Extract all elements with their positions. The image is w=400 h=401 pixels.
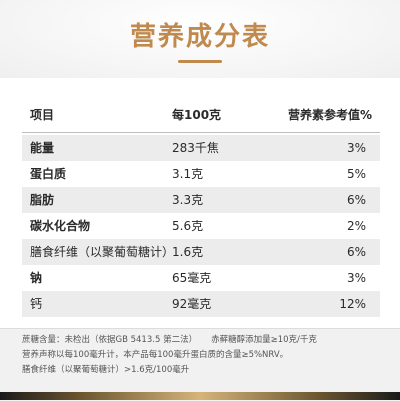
nutrient-nrv: 3% bbox=[346, 141, 366, 155]
header-banner: 营养成分表 bbox=[0, 0, 400, 78]
nutrient-name: 碳水化合物 bbox=[30, 219, 91, 233]
table-row: 蛋白质 3.1克 5% bbox=[22, 161, 380, 187]
nutrient-nrv: 5% bbox=[346, 167, 366, 181]
table-row: 能量 283千焦 3% bbox=[22, 135, 380, 161]
title-underline bbox=[178, 60, 222, 63]
header-divider bbox=[22, 132, 380, 133]
nutrient-nrv: 6% bbox=[346, 193, 366, 207]
header-nrv: 营养素参考值% bbox=[287, 108, 372, 122]
nutrient-amount: 3.3克 bbox=[172, 193, 204, 207]
nutrient-nrv: 2% bbox=[346, 219, 366, 233]
footnote-line-3: 膳食纤维（以聚葡萄糖计）>1.6克/100毫升 bbox=[22, 365, 190, 375]
table-header-row: 项目 每100克 营养素参考值% bbox=[22, 100, 380, 130]
nutrient-amount: 1.6克 bbox=[172, 245, 204, 259]
decorative-gold-band bbox=[0, 392, 400, 400]
nutrient-name: 能量 bbox=[30, 141, 55, 155]
page-title: 营养成分表 bbox=[129, 22, 270, 52]
footnote-line-1: 蔗糖含量：未检出（依据GB 5413.5 第二法） 赤藓糖醇添加量≥10克/千克 bbox=[0, 329, 400, 348]
nutrition-table: 项目 每100克 营养素参考值% 能量 283千焦 3% 蛋白质 3.1克 5% 脂肪 3.3… bbox=[22, 100, 380, 317]
header-item: 项目 bbox=[30, 108, 55, 122]
table-row: 钙 92毫克 12% bbox=[22, 291, 380, 317]
table-body: 能量 283千焦 3% 蛋白质 3.1克 5% 脂肪 3.3克 6% 碳水化合物 5.6克 2% 膳食纤… bbox=[22, 135, 380, 317]
nutrient-amount: 3.1克 bbox=[172, 167, 204, 181]
footnote: 蔗糖含量：未检出（依据GB 5413.5 第二法） 赤藓糖醇添加量≥10克/千克 … bbox=[0, 328, 400, 401]
nutrient-amount: 283千焦 bbox=[172, 141, 219, 155]
table-row: 碳水化合物 5.6克 2% bbox=[22, 213, 380, 239]
nutrient-name: 蛋白质 bbox=[30, 167, 67, 181]
table-row: 膳食纤维（以聚葡萄糖计） 1.6克 6% bbox=[22, 239, 380, 265]
nutrient-nrv: 6% bbox=[346, 245, 366, 259]
table-row: 脂肪 3.3克 6% bbox=[22, 187, 380, 213]
header-per-100g: 每100克 bbox=[172, 108, 222, 122]
footnote-line-2: 营养声称以每100毫升计，本产品每100毫升蛋白质的含量≥5%NRV。 bbox=[22, 350, 289, 360]
nutrient-name: 钙 bbox=[30, 297, 43, 311]
nutrient-name: 钠 bbox=[30, 271, 43, 285]
nutrient-amount: 92毫克 bbox=[172, 297, 212, 311]
nutrient-amount: 65毫克 bbox=[172, 271, 212, 285]
footnote-erythritol: 赤藓糖醇添加量≥10克/千克 bbox=[211, 335, 317, 345]
nutrient-nrv: 3% bbox=[346, 271, 366, 285]
nutrient-name: 脂肪 bbox=[30, 193, 55, 207]
table-row: 钠 65毫克 3% bbox=[22, 265, 380, 291]
nutrient-nrv: 12% bbox=[339, 297, 366, 311]
nutrient-amount: 5.6克 bbox=[172, 219, 204, 233]
nutrient-name: 膳食纤维（以聚葡萄糖计） bbox=[30, 245, 175, 259]
footnote-sucrose: 蔗糖含量：未检出（依据GB 5413.5 第二法） bbox=[22, 335, 198, 345]
